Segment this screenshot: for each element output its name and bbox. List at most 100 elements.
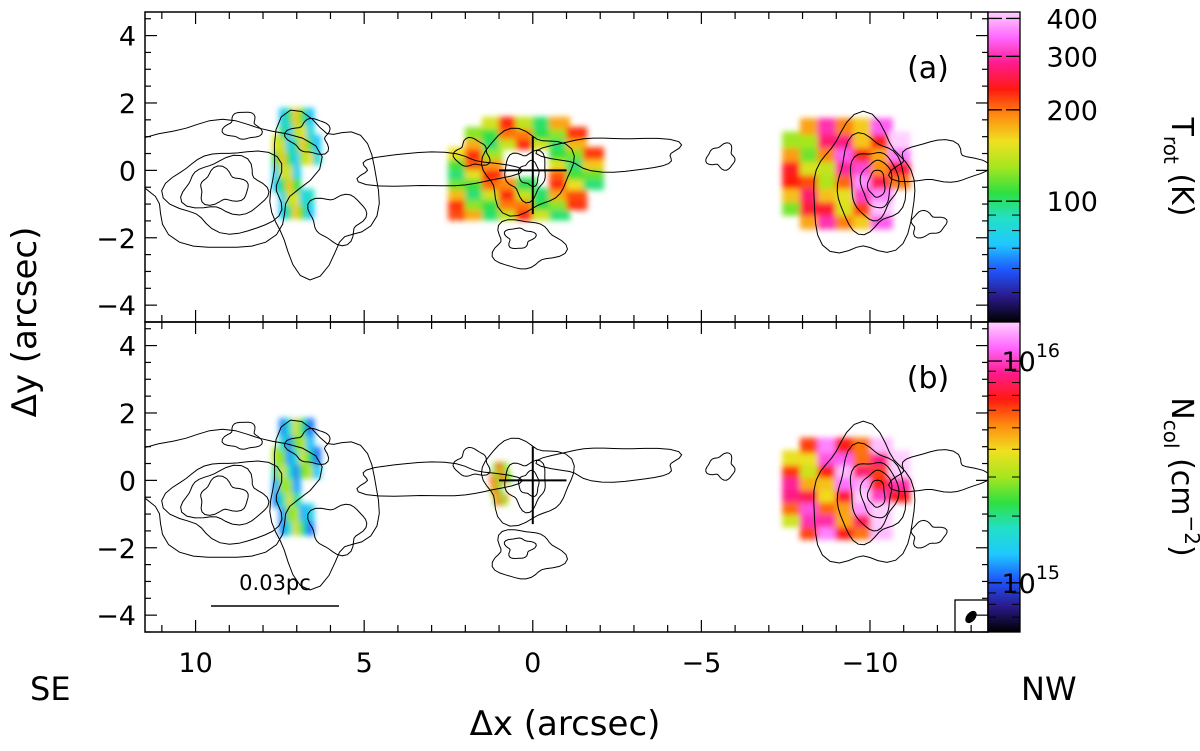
heatmap-cell [490,483,494,490]
heatmap-cell [817,185,840,203]
y-axis-label: Δy (arcsec) [5,227,45,418]
y-tick-label: 0 [119,466,136,497]
heatmap-cell [279,121,288,139]
colorbar-tick-label: 1016 [1001,340,1060,378]
heatmap-cell [799,172,822,189]
y-tick-label: 4 [119,332,136,363]
heatmap-cell [835,450,858,466]
contour-line [161,150,283,235]
heatmap-cell [853,131,876,149]
heatmap-cell [799,145,822,162]
heatmap-cell [299,188,308,206]
panel-b: (b) 1016 1015 Ncol (cm−2) 0.03pc [144,321,1200,633]
contour-line [504,459,546,514]
panel-b-label: (b) [907,361,949,396]
heatmap-cell [782,450,805,466]
heatmap-cell [799,437,822,454]
panel-a-label: (a) [907,51,949,86]
contour-line [910,519,948,549]
y-tick-labels: −4 −2 0 2 4 −4 −2 0 2 4 [96,22,136,633]
heatmap-cell [285,446,295,465]
contour-line [200,165,249,206]
heatmap-cell [299,517,308,536]
heatmap-cell [299,461,308,479]
heatmap-cell [306,432,315,451]
heatmap-cell [515,207,537,221]
heatmap-cell [279,161,288,179]
heatmap-cell [504,472,509,480]
heatmap-cell [853,462,876,478]
heatmap-cell [272,161,281,179]
x-tick-label: −5 [681,648,721,679]
heatmap-cell [464,197,486,211]
heatmap-cell [292,432,301,451]
contour-line [866,169,886,198]
heatmap-cell [279,446,288,465]
contour-line [813,420,916,564]
heatmap-cell [279,517,288,536]
heatmap-cell [306,108,315,125]
heatmap-cell [292,135,301,152]
heatmap-cell [799,131,822,149]
panel-a-heatmap [272,108,911,230]
x-tick-label: −10 [841,648,898,679]
contour-line [145,428,323,558]
heatmap-cell [285,188,295,206]
x-tick-label: 5 [356,648,373,679]
heatmap-cell [285,202,295,220]
heatmap-cell [817,474,840,491]
x-tick-labels: 10 5 0 −5 −10 [178,648,898,679]
heatmap-cell [582,167,604,180]
y-tick-label: −4 [96,291,136,322]
heatmap-cell [299,202,308,220]
contour-line [491,219,569,270]
heatmap-cell [498,483,503,490]
heatmap-cell [279,475,288,493]
heatmap-cell [799,450,822,466]
heatmap-cell [498,493,503,501]
heatmap-cell [306,148,315,166]
heatmap-cell [279,461,288,479]
heatmap-cell [292,121,301,139]
heatmap-cell [279,135,288,152]
heatmap-cell [853,158,876,176]
heatmap-cell [306,188,315,206]
heatmap-cell [566,197,588,211]
heatmap-cell [835,212,858,230]
heatmap-cell [285,475,295,493]
heatmap-cell [498,467,503,474]
heatmap-cell [285,517,295,536]
heatmap-cell [782,145,805,162]
beam-ellipse [965,610,977,624]
heatmap-cell [493,467,497,474]
colorbar-label: Trot (K) [1159,117,1199,217]
heatmap-cell [496,472,500,480]
heatmap-cell [582,157,604,170]
contour-line [307,193,368,247]
heatmap-cell [299,121,308,139]
heatmap-cell [481,137,503,150]
heatmap-cell [566,137,588,150]
heatmap-cell [817,172,840,189]
contour-line [480,127,575,217]
heatmap-cell [817,437,840,454]
heatmap-cell [448,207,470,221]
heatmap-cell [515,116,537,130]
heatmap-cell [549,116,571,130]
heatmap-cell [272,461,281,479]
heatmap-cell [464,147,486,160]
heatmap-cell [292,108,301,125]
heatmap-cell [498,488,503,495]
heatmap-cell [496,493,500,501]
heatmap-cell [312,446,322,465]
heatmap-cell [501,462,506,469]
contour-line [221,421,263,450]
panel-b-heatmap [272,418,911,540]
heatmap-cell [853,450,876,466]
heatmap-cell [285,135,295,152]
contour-line [836,132,907,236]
heatmap-cell [292,188,301,206]
heatmap-cell [853,437,876,454]
heatmap-cell [481,157,503,170]
